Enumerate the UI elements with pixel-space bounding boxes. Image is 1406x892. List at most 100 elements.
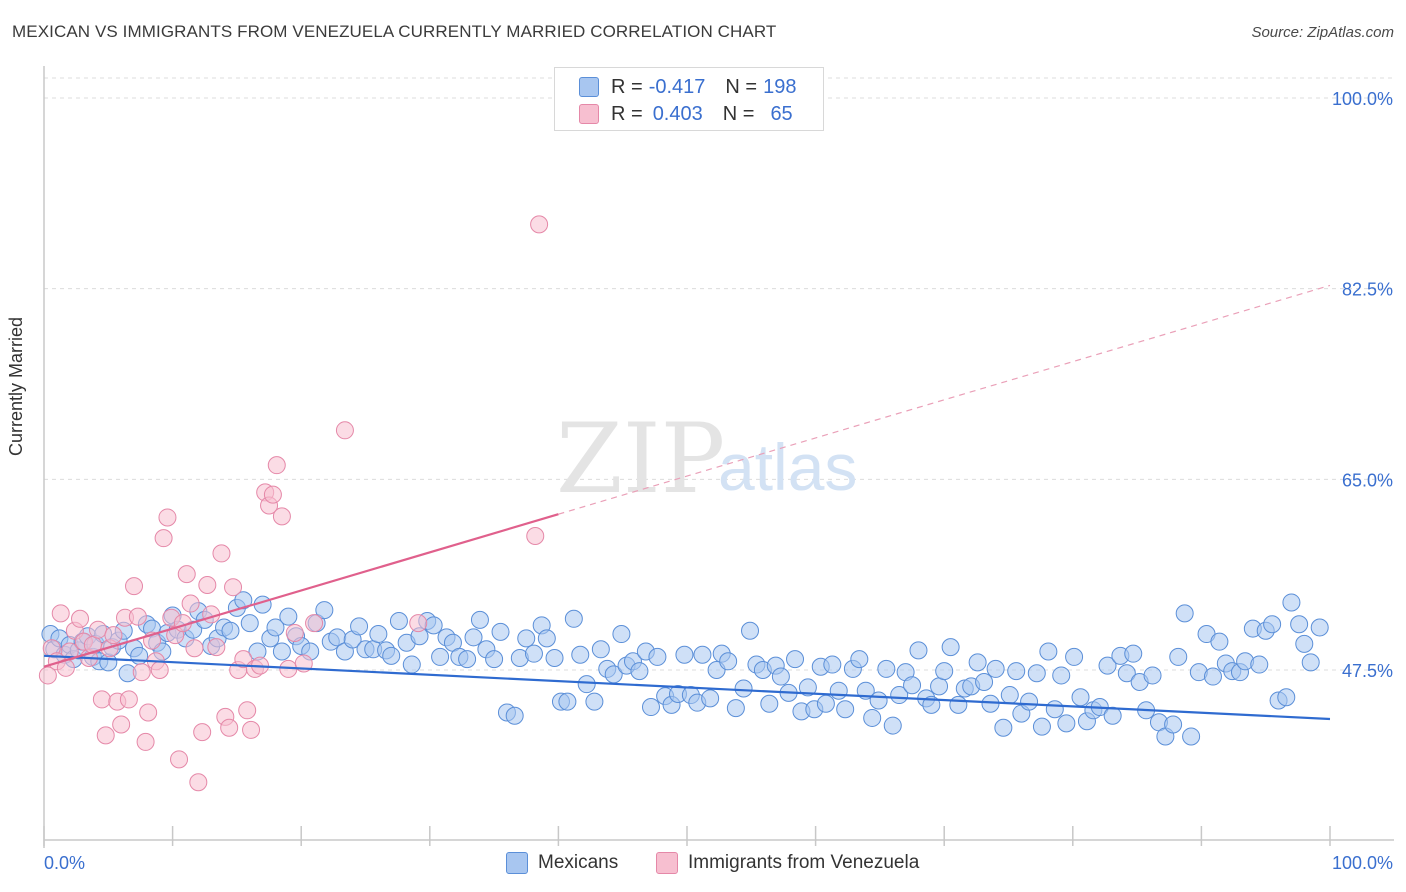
mexicans-point	[1020, 692, 1039, 711]
mexicans-point	[836, 700, 855, 719]
mexicans-point	[1098, 656, 1117, 675]
venezuela-point	[96, 726, 115, 745]
mexicans-point	[1045, 700, 1064, 719]
mexicans-point	[1124, 644, 1143, 663]
venezuela-point	[158, 508, 177, 527]
mexicans-point	[464, 628, 483, 647]
venezuela-point	[71, 609, 90, 628]
gridlines	[44, 77, 1394, 671]
y-tick-label: 65.0%	[1342, 470, 1393, 490]
chart-title: MEXICAN VS IMMIGRANTS FROM VENEZUELA CUR…	[12, 22, 777, 41]
mexicans-point	[1027, 664, 1046, 683]
venezuela-point	[530, 215, 549, 234]
watermark-atlas: atlas	[718, 430, 857, 504]
venezuela-point	[526, 526, 545, 545]
mexicans-point	[823, 655, 842, 674]
mexicans-point	[930, 677, 949, 696]
bottom-legend-venezuela: Immigrants from Venezuela	[656, 852, 919, 874]
venezuela-point	[305, 614, 324, 633]
mexicans-point	[909, 641, 928, 660]
y-axis-label: Currently Married	[6, 316, 26, 456]
venezuela-point	[285, 623, 304, 642]
venezuela-point	[136, 732, 155, 751]
mexicans-point	[675, 645, 694, 664]
mexicans-point	[1057, 714, 1076, 733]
mexicans-point	[1032, 717, 1051, 736]
mexicans-point	[545, 649, 564, 668]
mexicans-point	[369, 625, 388, 644]
mexicans-point	[272, 642, 291, 661]
venezuela-point	[150, 661, 169, 679]
mexicans-point	[734, 679, 753, 698]
venezuela-point	[154, 529, 173, 548]
mexicans-point	[491, 622, 510, 641]
bottom-legend-mexicans: Mexicans	[506, 852, 618, 874]
mexicans-point	[315, 601, 334, 620]
mexicans-point	[701, 689, 720, 708]
venezuela-point	[139, 703, 158, 722]
mexicans-point	[1175, 604, 1194, 623]
venezuela-point	[207, 638, 226, 657]
venezuela-point	[267, 456, 286, 475]
mexicans-point	[1071, 688, 1090, 707]
mexicans-point	[863, 708, 882, 727]
mexicans-point	[994, 718, 1013, 737]
mexicans-point	[279, 607, 298, 626]
venezuela-point	[272, 507, 291, 526]
mexicans-point	[266, 618, 285, 637]
n-value: 198	[763, 75, 797, 98]
legend-row-venezuela: R = 0.403 N = 65	[579, 101, 793, 127]
mexicans-trend-line	[43, 654, 1331, 721]
mexicans-point	[941, 638, 960, 657]
mexicans-point	[1052, 666, 1071, 685]
mexicans-point	[869, 691, 888, 710]
r-value: -0.417	[648, 75, 706, 98]
mexicans-point	[221, 621, 240, 640]
mexicans-point	[1310, 618, 1329, 637]
mexicans-point	[771, 667, 790, 686]
mexicans-point	[1007, 662, 1026, 681]
mexicans-point	[975, 672, 994, 691]
mexicans-point	[1290, 615, 1309, 634]
venezuela-point	[193, 723, 212, 742]
mexicans-point	[1250, 655, 1269, 674]
mexicans-point	[719, 652, 738, 671]
r-value: 0.403	[652, 102, 703, 125]
mexicans-point	[760, 694, 779, 713]
n-label: N =	[722, 102, 755, 125]
mexicans-point	[1103, 706, 1122, 725]
mexicans-point	[641, 698, 660, 717]
mexicans-point	[1295, 634, 1314, 653]
mexicans-point	[240, 614, 259, 633]
mexicans-point	[1282, 593, 1301, 612]
venezuela-point	[38, 666, 57, 685]
r-label: R =	[611, 75, 643, 98]
venezuela-point	[238, 701, 257, 720]
venezuela-point	[92, 690, 111, 709]
x-tick-label-min: 0.0%	[44, 853, 85, 873]
mexicans-point	[517, 629, 536, 648]
mexicans-point	[986, 659, 1005, 678]
venezuela-point	[128, 607, 147, 626]
venezuela-point	[185, 639, 204, 658]
mexicans-point	[585, 692, 604, 711]
mexicans-point	[537, 629, 556, 648]
r-label: R =	[611, 102, 643, 125]
legend-swatch-venezuela	[579, 104, 599, 124]
mexicans-point	[1263, 615, 1282, 634]
mexicans-point	[890, 686, 909, 705]
mexicans-point	[903, 676, 922, 695]
source-label: Source: ZipAtlas.com	[1251, 24, 1394, 41]
y-tick-label: 47.5%	[1342, 661, 1393, 681]
mexicans-point	[382, 646, 401, 665]
mexicans-point	[1301, 653, 1320, 672]
x-tick-label-max: 100.0%	[1332, 853, 1393, 873]
n-label: N =	[725, 75, 758, 98]
mexicans-point	[424, 616, 443, 635]
axes	[43, 66, 1394, 848]
venezuela-point	[409, 614, 428, 633]
venezuela-point	[263, 485, 282, 504]
venezuela-point	[112, 715, 131, 734]
mexicans-point	[786, 650, 805, 669]
